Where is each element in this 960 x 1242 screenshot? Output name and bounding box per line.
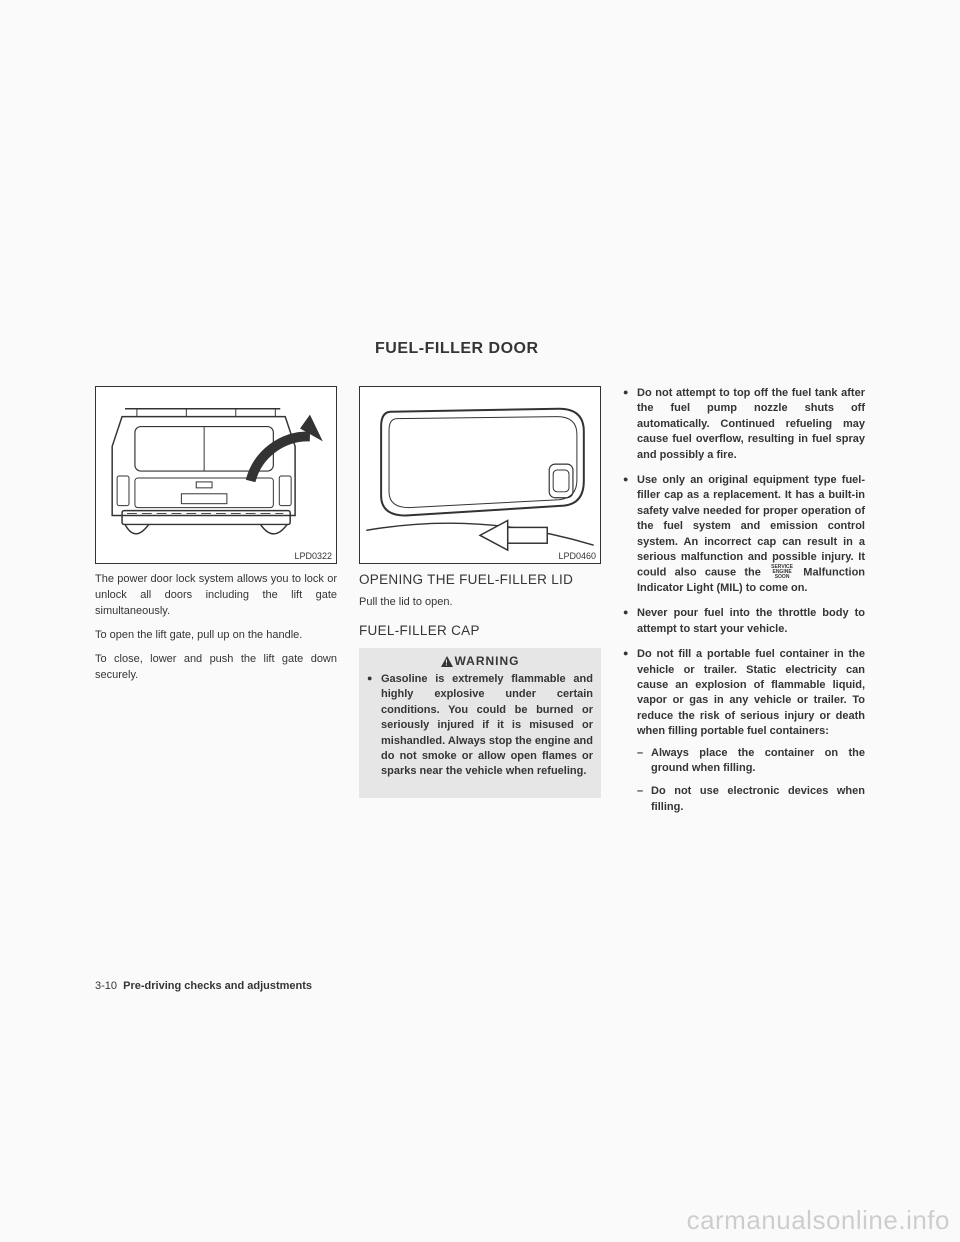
bullet-cap-a: Use only an original equipment type fuel… [637,474,865,579]
section-title: FUEL-FILLER DOOR [375,340,865,358]
bullet-portable: Do not fill a portable fuel container in… [623,647,865,815]
warning-box: ! WARNING Gasoline is extremely flammabl… [359,648,601,798]
warning-bullets: Gasoline is extremely flammable and high… [367,672,593,780]
warning-bullet-1: Gasoline is extremely flammable and high… [367,672,593,780]
sub-electronics: Do not use electronic devices when filli… [637,784,865,815]
warning-triangle-icon: ! [441,656,453,667]
chapter-title: Pre-driving checks and adjustments [123,980,312,992]
sub-ground: Always place the container on the ground… [637,746,865,777]
suv-rear-illustration [96,387,336,563]
service-engine-soon-icon: SERVICE ENGINE SOON [771,565,793,580]
heading-filler-cap: FUEL-FILLER CAP [359,623,601,638]
col1-p2: To open the lift gate, pull up on the ha… [95,628,337,644]
bullet-topoff: Do not attempt to top off the fuel tank … [623,386,865,463]
page-footer: 3-10 Pre-driving checks and adjustments [95,980,312,992]
figure-label-1: LPD0322 [294,551,332,561]
column-1: LPD0322 The power door lock system allow… [95,386,337,825]
bullet-throttle: Never pour fuel into the throttle body t… [623,606,865,637]
col1-p1: The power door lock system allows you to… [95,572,337,620]
column-2: LPD0460 OPENING THE FUEL-FILLER LID Pull… [359,386,601,825]
heading-opening-lid: OPENING THE FUEL-FILLER LID [359,572,601,587]
sub-bullets: Always place the container on the ground… [637,746,865,816]
columns: LPD0322 The power door lock system allow… [95,386,865,825]
figure-label-2: LPD0460 [558,551,596,561]
col3-bullets: Do not attempt to top off the fuel tank … [623,386,865,815]
col1-p3: To close, lower and push the lift gate d… [95,652,337,684]
watermark: carmanualsonline.info [687,1205,950,1236]
bullet-cap: Use only an original equipment type fuel… [623,473,865,597]
figure-fuel-lid: LPD0460 [359,386,601,564]
manual-page: FUEL-FILLER DOOR [0,0,960,1242]
warning-title: ! WARNING [367,654,593,668]
warning-label: WARNING [455,654,520,668]
col2-p1: Pull the lid to open. [359,595,601,611]
page-number: 3-10 [95,980,117,992]
svg-text:!: ! [445,658,449,667]
figure-liftgate: LPD0322 [95,386,337,564]
column-3: Do not attempt to top off the fuel tank … [623,386,865,825]
fuel-lid-illustration [360,387,600,563]
